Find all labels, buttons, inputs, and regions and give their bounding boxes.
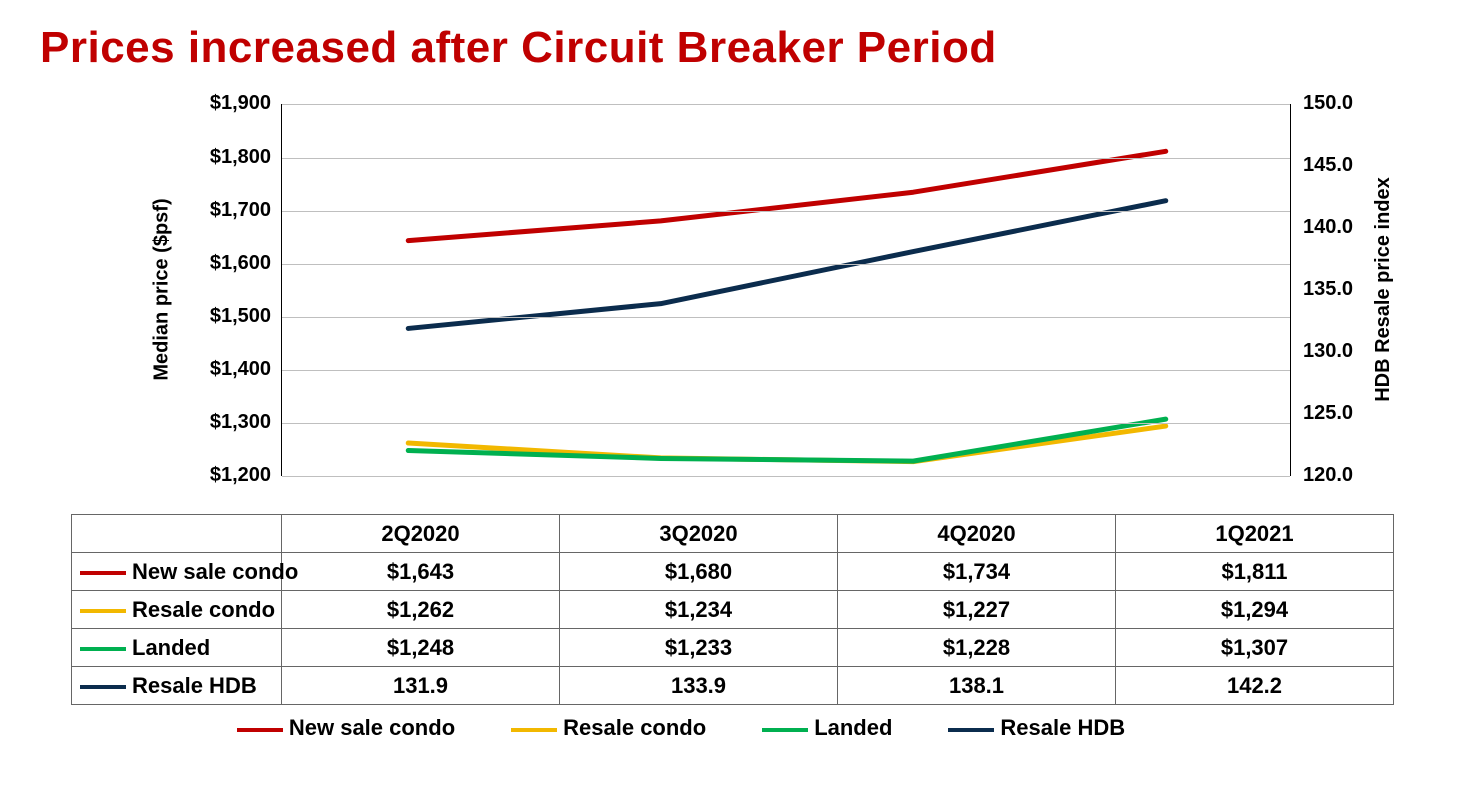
table-corner-cell: [72, 515, 282, 553]
gridline: [282, 476, 1290, 477]
table-col-header: 4Q2020: [838, 515, 1116, 553]
table-row: Landed $1,248$1,233$1,228$1,307: [72, 629, 1394, 667]
legend-label: New sale condo: [289, 715, 455, 740]
chart-container: Median price ($psf) HDB Resale price ind…: [41, 84, 1421, 514]
table-col-header: 3Q2020: [560, 515, 838, 553]
legend-swatch: [80, 647, 126, 651]
table-col-header: 2Q2020: [282, 515, 560, 553]
legend-swatch: [948, 728, 994, 732]
table-cell: 142.2: [1116, 667, 1394, 705]
gridline: [282, 423, 1290, 424]
y-tick-left: $1,500: [191, 305, 271, 328]
table-row-header: Resale condo: [72, 591, 282, 629]
y-tick-right: 135.0: [1303, 278, 1373, 301]
table-cell: $1,234: [560, 591, 838, 629]
table-cell: $1,248: [282, 629, 560, 667]
gridline: [282, 158, 1290, 159]
table-cell: $1,680: [560, 553, 838, 591]
y-tick-right: 145.0: [1303, 154, 1373, 177]
table-cell: $1,233: [560, 629, 838, 667]
table-cell: $1,262: [282, 591, 560, 629]
legend-label: Landed: [814, 715, 892, 740]
y-tick-left: $1,700: [191, 199, 271, 222]
series-name: Landed: [132, 635, 210, 660]
table-row-header: Resale HDB: [72, 667, 282, 705]
y-tick-right: 140.0: [1303, 216, 1373, 239]
legend-item: Resale condo: [511, 715, 706, 741]
legend-swatch: [511, 728, 557, 732]
gridline: [282, 264, 1290, 265]
table-cell: $1,228: [838, 629, 1116, 667]
legend-swatch: [80, 571, 126, 575]
table-row-header: New sale condo: [72, 553, 282, 591]
legend-swatch: [237, 728, 283, 732]
table-header-row: 2Q20203Q20204Q20201Q2021: [72, 515, 1394, 553]
legend-item: Landed: [762, 715, 892, 741]
table-cell: $1,294: [1116, 591, 1394, 629]
gridline: [282, 104, 1290, 105]
page-title: Prices increased after Circuit Breaker P…: [40, 24, 1422, 72]
y-tick-left: $1,900: [191, 92, 271, 115]
series-line-resale_hdb: [408, 201, 1166, 329]
table-cell: 133.9: [560, 667, 838, 705]
legend-swatch: [762, 728, 808, 732]
table-col-header: 1Q2021: [1116, 515, 1394, 553]
legend-item: Resale HDB: [948, 715, 1125, 741]
page-root: Prices increased after Circuit Breaker P…: [0, 0, 1462, 794]
data-table: 2Q20203Q20204Q20201Q2021New sale condo$1…: [71, 514, 1394, 705]
y-axis-right-label: HDB Resale price index: [1372, 178, 1395, 403]
y-tick-left: $1,200: [191, 464, 271, 487]
gridline: [282, 370, 1290, 371]
legend-label: Resale condo: [563, 715, 706, 740]
series-name: New sale condo: [132, 559, 298, 584]
y-tick-left: $1,800: [191, 146, 271, 169]
gridline: [282, 211, 1290, 212]
legend-swatch: [80, 685, 126, 689]
table-cell: $1,227: [838, 591, 1116, 629]
table-cell: 131.9: [282, 667, 560, 705]
legend-swatch: [80, 609, 126, 613]
table-cell: 138.1: [838, 667, 1116, 705]
table-row: New sale condo$1,643$1,680$1,734$1,811: [72, 553, 1394, 591]
table-row: Resale condo $1,262$1,234$1,227$1,294: [72, 591, 1394, 629]
table-cell: $1,643: [282, 553, 560, 591]
y-tick-right: 120.0: [1303, 464, 1373, 487]
gridline: [282, 317, 1290, 318]
table-cell: $1,307: [1116, 629, 1394, 667]
y-tick-right: 130.0: [1303, 340, 1373, 363]
series-line-landed: [408, 420, 1166, 462]
series-name: Resale HDB: [132, 673, 257, 698]
table-cell: $1,811: [1116, 553, 1394, 591]
series-line-new_sale_condo: [408, 152, 1166, 241]
chart-lines-svg: [282, 104, 1292, 476]
y-tick-left: $1,600: [191, 252, 271, 275]
legend-label: Resale HDB: [1000, 715, 1125, 740]
legend-item: New sale condo: [237, 715, 455, 741]
y-tick-left: $1,400: [191, 358, 271, 381]
series-name: Resale condo: [132, 597, 275, 622]
table-row-header: Landed: [72, 629, 282, 667]
y-tick-right: 125.0: [1303, 402, 1373, 425]
y-tick-right: 150.0: [1303, 92, 1373, 115]
table-row: Resale HDB 131.9133.9138.1142.2: [72, 667, 1394, 705]
y-axis-left-label: Median price ($psf): [151, 199, 174, 381]
legend: New sale condo Resale condo Landed Resale H…: [71, 715, 1291, 741]
y-tick-left: $1,300: [191, 411, 271, 434]
table-cell: $1,734: [838, 553, 1116, 591]
plot-area: [281, 104, 1291, 476]
